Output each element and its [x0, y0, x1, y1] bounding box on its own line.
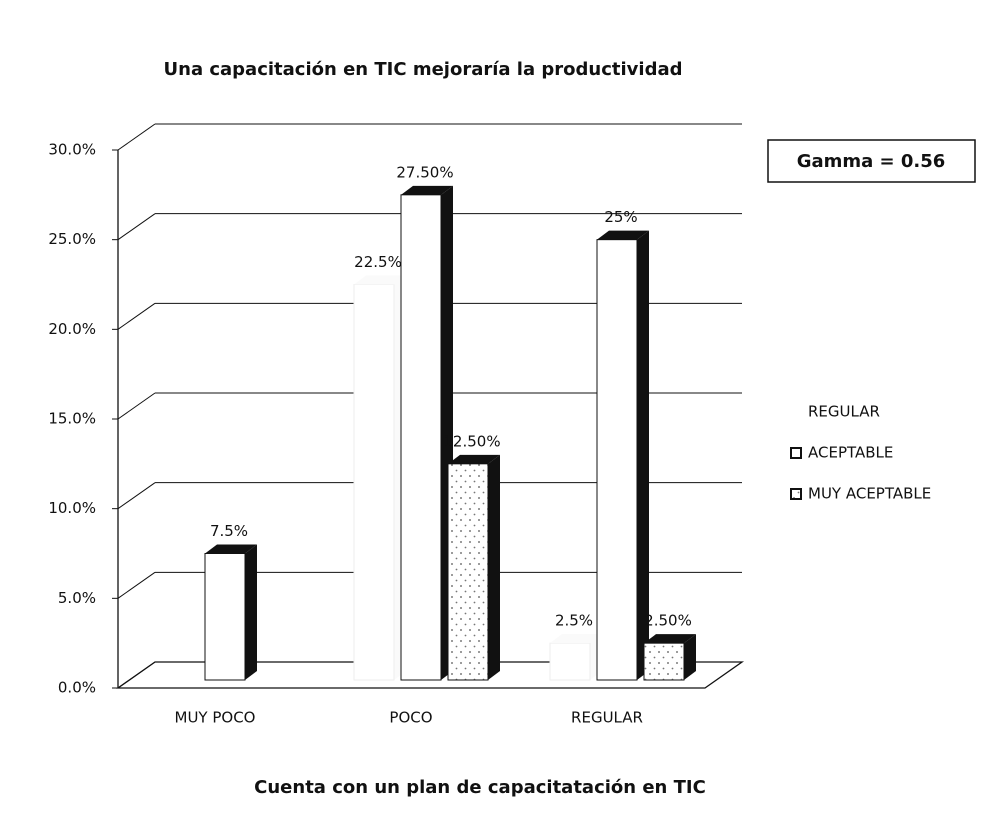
- x-tick-label: POCO: [389, 709, 432, 727]
- data-label: 2.5%: [555, 612, 593, 630]
- data-label: 7.5%: [210, 522, 248, 540]
- bar: [400, 185, 453, 681]
- grid-line: [117, 213, 156, 241]
- y-tick-label: 0.0%: [58, 679, 96, 697]
- x-tick-label: MUY POCO: [175, 709, 256, 727]
- grid-line: [117, 661, 156, 689]
- bar: [204, 544, 257, 681]
- bar: [447, 454, 500, 681]
- grid-line: [117, 123, 156, 151]
- x-axis-label: Cuenta con un plan de capacitatación en …: [254, 777, 706, 798]
- data-label: 25%: [604, 208, 637, 226]
- bar: [549, 634, 602, 681]
- data-label: 12.50%: [443, 432, 500, 450]
- legend-marker: [790, 447, 802, 459]
- grid-line: [117, 571, 156, 599]
- y-tick-label: 5.0%: [58, 589, 96, 607]
- chart-title: Una capacitación en TIC mejoraría la pro…: [164, 59, 683, 80]
- data-label: 2.50%: [644, 612, 692, 630]
- annotation-box: [767, 139, 976, 183]
- grid-line: [117, 392, 156, 420]
- x-tick-label: REGULAR: [571, 709, 643, 727]
- bar: [643, 634, 696, 681]
- y-tick-label: 15.0%: [48, 410, 96, 428]
- y-tick-label: 25.0%: [48, 230, 96, 248]
- bar: [353, 275, 406, 681]
- grid-line: [117, 302, 156, 330]
- annotation: Gamma = 0.56: [797, 151, 946, 172]
- y-tick-label: 20.0%: [48, 320, 96, 338]
- legend-label: REGULAR: [808, 403, 880, 421]
- grid-line: [117, 482, 156, 510]
- y-tick-label: 10.0%: [48, 499, 96, 517]
- data-label: 27.50%: [396, 163, 453, 181]
- y-tick-label: 30.0%: [48, 141, 96, 159]
- legend-label: ACEPTABLE: [808, 444, 893, 462]
- bar: [596, 230, 649, 681]
- data-label: 22.5%: [354, 253, 402, 271]
- legend-marker: [790, 488, 802, 500]
- legend-label: MUY ACEPTABLE: [808, 485, 931, 503]
